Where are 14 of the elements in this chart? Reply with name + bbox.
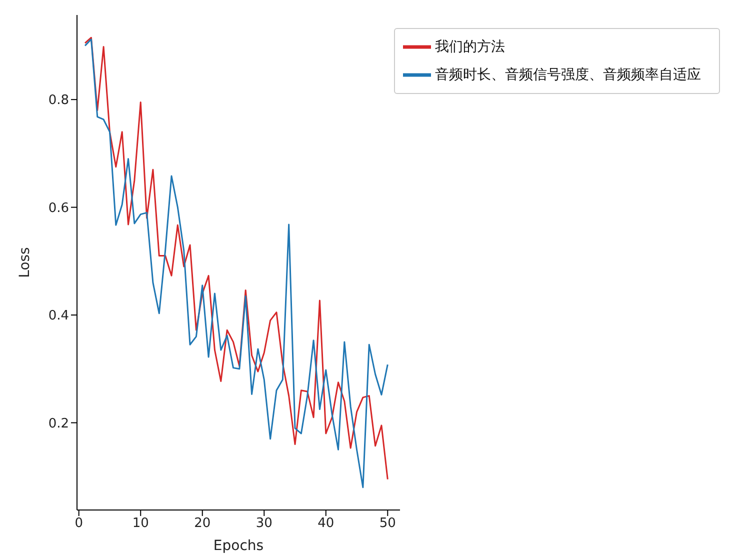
- y-axis-title: Loss: [16, 247, 33, 278]
- x-axis-title: Epochs: [213, 538, 264, 554]
- legend-label: 音频时长、音频信号强度、音频频率自适应: [435, 66, 701, 83]
- x-tick-label: 30: [256, 516, 272, 532]
- legend-label: 我们的方法: [435, 38, 505, 55]
- y-tick-label: 0.6: [48, 200, 69, 216]
- x-tick-label: 20: [194, 516, 211, 532]
- y-tick-label: 0.8: [48, 93, 69, 108]
- x-tick-label: 10: [132, 516, 149, 532]
- y-tick-label: 0.2: [48, 416, 69, 432]
- x-tick-label: 40: [318, 516, 334, 532]
- x-tick-label: 50: [379, 516, 396, 532]
- y-tick-label: 0.4: [48, 308, 69, 324]
- x-tick-label: 0: [74, 516, 83, 532]
